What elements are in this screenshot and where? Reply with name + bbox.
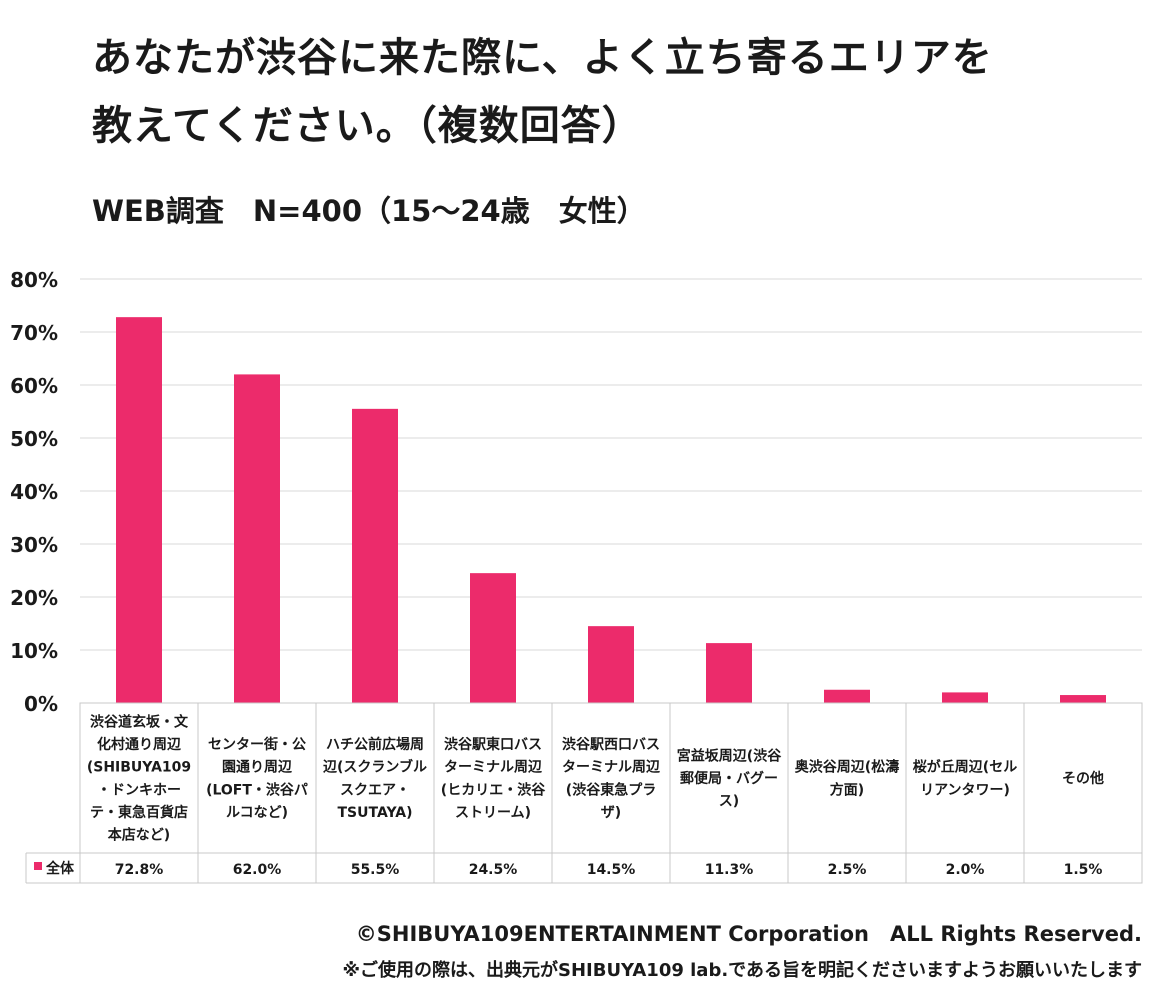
chart-title-line-2: 教えてください。（複数回答） [92,103,643,149]
data-value-label: 24.5% [469,862,518,878]
category-label: 宮益坂周辺(渋谷郵便局・バグース) [677,747,782,809]
category-label: 奥渋谷周辺(松濤方面) [795,759,899,799]
y-tick-label: 10% [10,639,58,663]
y-tick-label: 30% [10,533,58,557]
y-tick-label: 60% [10,374,58,398]
data-value-label: 2.0% [946,862,985,878]
category-label: 渋谷駅東口バスターミナル周辺(ヒカリエ・渋谷ストリーム) [441,736,546,821]
data-value-label: 2.5% [828,862,867,878]
bar [116,317,162,703]
data-value-label: 14.5% [587,862,636,878]
legend-series-name: 全体 [45,860,75,877]
chart-subtitle: WEB調査 N=400（15～24歳 女性） [92,194,646,228]
y-tick-label: 80% [10,268,58,292]
y-tick-label: 50% [10,427,58,451]
bar [1060,695,1106,703]
bar [706,643,752,703]
bar-chart: 0% 10% 20% 30% 40% 50% 60% 70% 80% 渋谷道玄坂・文化村通り周辺(… [10,268,1143,884]
category-label: 桜が丘周辺(セルリアンタワー) [913,759,1017,799]
data-value-label: 55.5% [351,862,400,878]
data-value-label: 1.5% [1064,862,1103,878]
bar [470,573,516,703]
data-value-label: 11.3% [705,862,754,878]
bar [234,374,280,703]
data-value-label: 62.0% [233,862,282,878]
y-tick-label: 20% [10,586,58,610]
category-label: 渋谷駅西口バスターミナル周辺(渋谷東急プラザ) [562,736,660,821]
legend-swatch [34,862,42,870]
y-tick-label: 0% [24,692,58,716]
bar [824,689,870,703]
bar [942,692,988,703]
usage-note: ※ご使用の際は、出典元がSHIBUYA109 lab.である旨を明記くださいます… [342,960,1143,981]
category-label: その他 [1062,770,1104,787]
y-tick-label: 70% [10,321,58,345]
copyright-notice: ©SHIBUYA109ENTERTAINMENT Corporation ALL… [355,922,1142,946]
data-value-label: 72.8% [115,862,164,878]
bar [588,626,634,703]
bar [352,408,398,703]
y-tick-label: 40% [10,480,58,504]
category-label: 渋谷道玄坂・文化村通り周辺(SHIBUYA109 ・ドンキホーテ・東急百貨店本店な… [87,714,191,844]
category-label: センター街・公園通り周辺(LOFT・渋谷パルコなど) [206,736,308,821]
category-label: ハチ公前広場周辺(スクランブルスクエア・ TSUTAYA) [323,736,427,821]
chart-title-line-1: あなたが渋谷に来た際に、よく立ち寄るエリアを [92,35,993,81]
